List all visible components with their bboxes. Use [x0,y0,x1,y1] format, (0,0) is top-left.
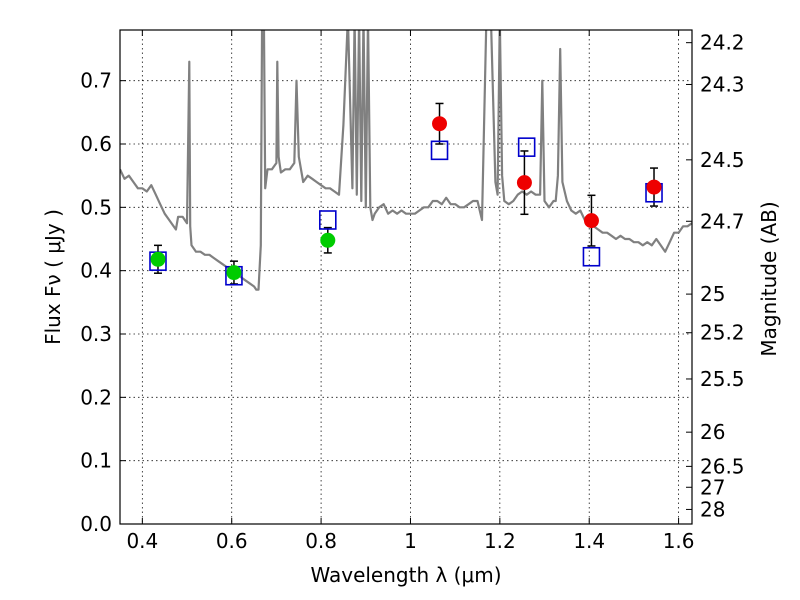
circle-marker-layer [150,116,662,281]
model-spectrum-layer [120,30,692,291]
y-tick-label: 0.0 [80,512,112,536]
right-tick-label: 25 [700,282,725,306]
right-tick-label: 28 [700,497,725,521]
right-tick-label: 25.2 [700,321,745,345]
green-point-marker [320,232,336,248]
x-tick-label: 1.4 [573,529,605,553]
y-tick-label: 0.6 [80,132,112,156]
right-tick-label: 24.3 [700,72,745,96]
open-square-marker [318,210,337,230]
green-point-marker [226,265,242,281]
y-tick-label: 0.4 [80,259,112,283]
open-square-marker [517,137,536,157]
right-tick-label: 24.7 [700,209,745,233]
right-tick-label: 27 [700,475,725,499]
red-point-marker [646,179,662,195]
right-axis-title: Magnitude (AB) [757,201,781,356]
right-tick-label: 24.2 [700,31,745,55]
plot-frame [119,29,693,525]
x-tick-label: 1 [404,529,417,553]
right-tick-label: 25.5 [700,367,745,391]
x-axis-ticks: 0.4 0.6 0.8 1 1.2 1.4 1.6 [126,30,695,553]
y-tick-label: 0.5 [80,195,112,219]
y-tick-label: 0.7 [80,69,112,93]
x-tick-label: 0.6 [216,529,248,553]
y-axis-title: Flux Fν ( μJy ) [41,209,65,345]
x-tick-label: 1.6 [663,529,695,553]
x-tick-label: 0.4 [126,529,158,553]
right-tick-label: 26.5 [700,454,745,478]
green-point-marker [150,251,166,267]
plot-area [120,30,692,291]
red-point-marker [583,213,599,229]
x-tick-label: 0.8 [305,529,337,553]
y-tick-label: 0.1 [80,449,112,473]
open-square-marker [582,246,601,267]
model-spectrum-line [120,30,692,291]
y-axis-ticks: 0.0 0.1 0.2 0.3 0.4 0.5 0.6 0.7 [80,69,126,536]
right-tick-label: 26 [700,420,725,444]
y-tick-label: 0.2 [80,385,112,409]
red-point-marker [432,116,448,132]
open-square-marker [430,140,449,161]
y-tick-label: 0.3 [80,322,112,346]
x-axis-title: Wavelength λ (μm) [310,563,501,587]
grid-lines [120,30,692,524]
x-tick-label: 1.2 [484,529,516,553]
red-point-marker [516,175,532,191]
right-tick-label: 24.5 [700,148,745,172]
